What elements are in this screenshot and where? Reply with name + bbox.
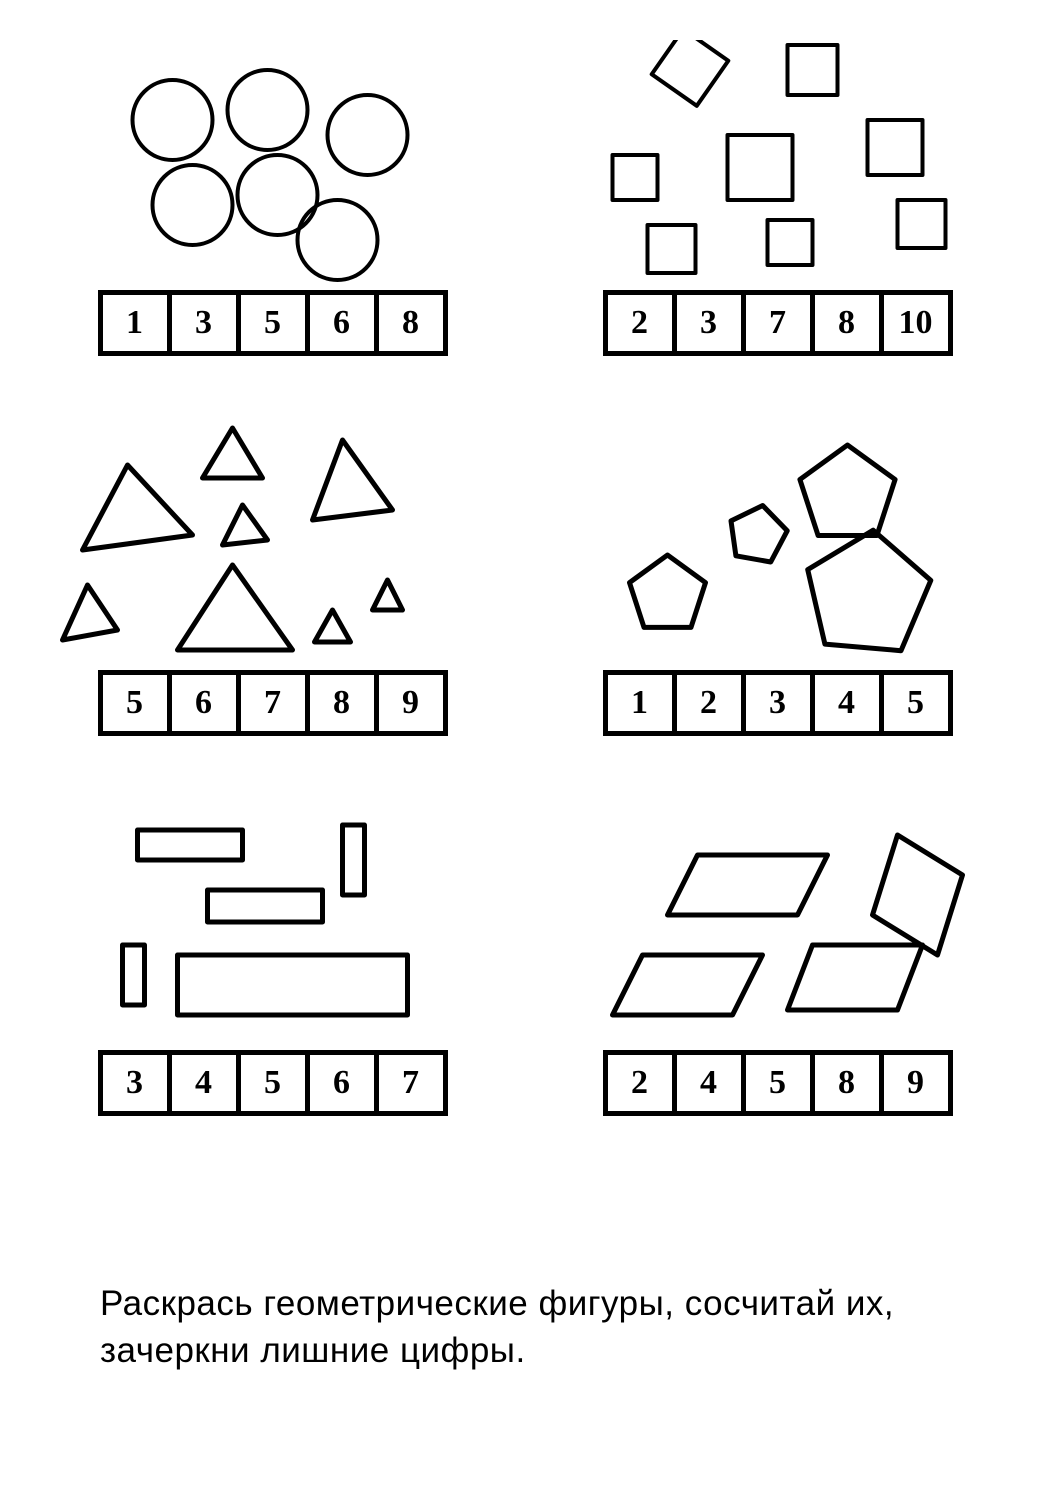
- circles-svg: [60, 40, 485, 290]
- number-cell[interactable]: 7: [379, 1055, 443, 1111]
- number-cell[interactable]: 8: [815, 1055, 884, 1111]
- rect-shape: [343, 825, 365, 895]
- panel-pentagons: 12345: [565, 420, 990, 760]
- parallelogram-shape: [613, 955, 763, 1015]
- number-cell[interactable]: 4: [172, 1055, 241, 1111]
- pentagon-shape: [630, 555, 706, 627]
- panel-squares: 237810: [565, 40, 990, 380]
- number-row: 13568: [98, 290, 448, 356]
- panel-triangles: 56789: [60, 420, 485, 760]
- circle-shape: [328, 95, 408, 175]
- rect-shape: [652, 40, 729, 106]
- triangle-shape: [223, 505, 268, 545]
- panel-circles: 13568: [60, 40, 485, 380]
- rect-shape: [138, 830, 243, 860]
- number-cell[interactable]: 1: [103, 295, 172, 351]
- number-cell[interactable]: 3: [103, 1055, 172, 1111]
- number-cell[interactable]: 3: [677, 295, 746, 351]
- triangle-shape: [178, 565, 293, 650]
- panel-parallelograms: 24589: [565, 800, 990, 1140]
- number-cell[interactable]: 6: [172, 675, 241, 731]
- number-cell[interactable]: 10: [884, 295, 948, 351]
- shape-area: [565, 800, 990, 1050]
- parallelogram-shape: [788, 945, 923, 1010]
- number-cell[interactable]: 9: [379, 675, 443, 731]
- number-cell[interactable]: 7: [746, 295, 815, 351]
- number-cell[interactable]: 8: [379, 295, 443, 351]
- rect-shape: [648, 225, 696, 273]
- triangle-shape: [203, 428, 263, 478]
- panel-rectangles: 34567: [60, 800, 485, 1140]
- rect-shape: [123, 945, 145, 1005]
- rect-shape: [768, 220, 813, 265]
- squares-svg: [565, 40, 990, 290]
- number-cell[interactable]: 2: [608, 1055, 677, 1111]
- pentagon-shape: [731, 506, 787, 563]
- number-cell[interactable]: 8: [815, 295, 884, 351]
- parallelogram-shape: [873, 835, 963, 955]
- rectangles-svg: [60, 800, 485, 1050]
- number-cell[interactable]: 5: [884, 675, 948, 731]
- number-cell[interactable]: 5: [241, 295, 310, 351]
- parallelograms-svg: [565, 800, 990, 1050]
- number-cell[interactable]: 6: [310, 1055, 379, 1111]
- number-cell[interactable]: 6: [310, 295, 379, 351]
- number-row: 237810: [603, 290, 953, 356]
- circle-shape: [153, 165, 233, 245]
- number-cell[interactable]: 5: [103, 675, 172, 731]
- pentagons-svg: [565, 420, 990, 670]
- shape-area: [565, 40, 990, 290]
- rect-shape: [728, 135, 793, 200]
- triangle-shape: [315, 610, 351, 642]
- parallelogram-shape: [668, 855, 828, 915]
- panel-grid: 1356823781056789123453456724589: [60, 40, 990, 1140]
- circle-shape: [133, 80, 213, 160]
- triangle-shape: [373, 580, 403, 610]
- number-cell[interactable]: 9: [884, 1055, 948, 1111]
- number-cell[interactable]: 7: [241, 675, 310, 731]
- number-cell[interactable]: 1: [608, 675, 677, 731]
- pentagon-shape: [808, 530, 931, 651]
- pentagon-shape: [800, 445, 895, 536]
- rect-shape: [898, 200, 946, 248]
- rect-shape: [613, 155, 658, 200]
- worksheet-page: 1356823781056789123453456724589 Раскрась…: [0, 0, 1050, 1485]
- number-cell[interactable]: 2: [608, 295, 677, 351]
- triangle-shape: [63, 585, 118, 640]
- circle-shape: [238, 155, 318, 235]
- rect-shape: [788, 45, 838, 95]
- circle-shape: [298, 200, 378, 280]
- number-cell[interactable]: 5: [241, 1055, 310, 1111]
- triangles-svg: [60, 420, 485, 670]
- shape-area: [60, 420, 485, 670]
- shape-area: [60, 800, 485, 1050]
- shape-area: [60, 40, 485, 290]
- number-cell[interactable]: 5: [746, 1055, 815, 1111]
- number-row: 12345: [603, 670, 953, 736]
- shape-area: [565, 420, 990, 670]
- rect-shape: [178, 955, 408, 1015]
- instruction-text: Раскрась геометрические фигуры, сосчитай…: [100, 1280, 980, 1375]
- circle-shape: [228, 70, 308, 150]
- rect-shape: [868, 120, 923, 175]
- number-cell[interactable]: 4: [815, 675, 884, 731]
- number-cell[interactable]: 8: [310, 675, 379, 731]
- number-cell[interactable]: 2: [677, 675, 746, 731]
- number-row: 24589: [603, 1050, 953, 1116]
- number-cell[interactable]: 3: [746, 675, 815, 731]
- triangle-shape: [83, 465, 193, 550]
- triangle-shape: [313, 440, 393, 520]
- number-cell[interactable]: 3: [172, 295, 241, 351]
- number-row: 56789: [98, 670, 448, 736]
- rect-shape: [208, 890, 323, 922]
- number-cell[interactable]: 4: [677, 1055, 746, 1111]
- number-row: 34567: [98, 1050, 448, 1116]
